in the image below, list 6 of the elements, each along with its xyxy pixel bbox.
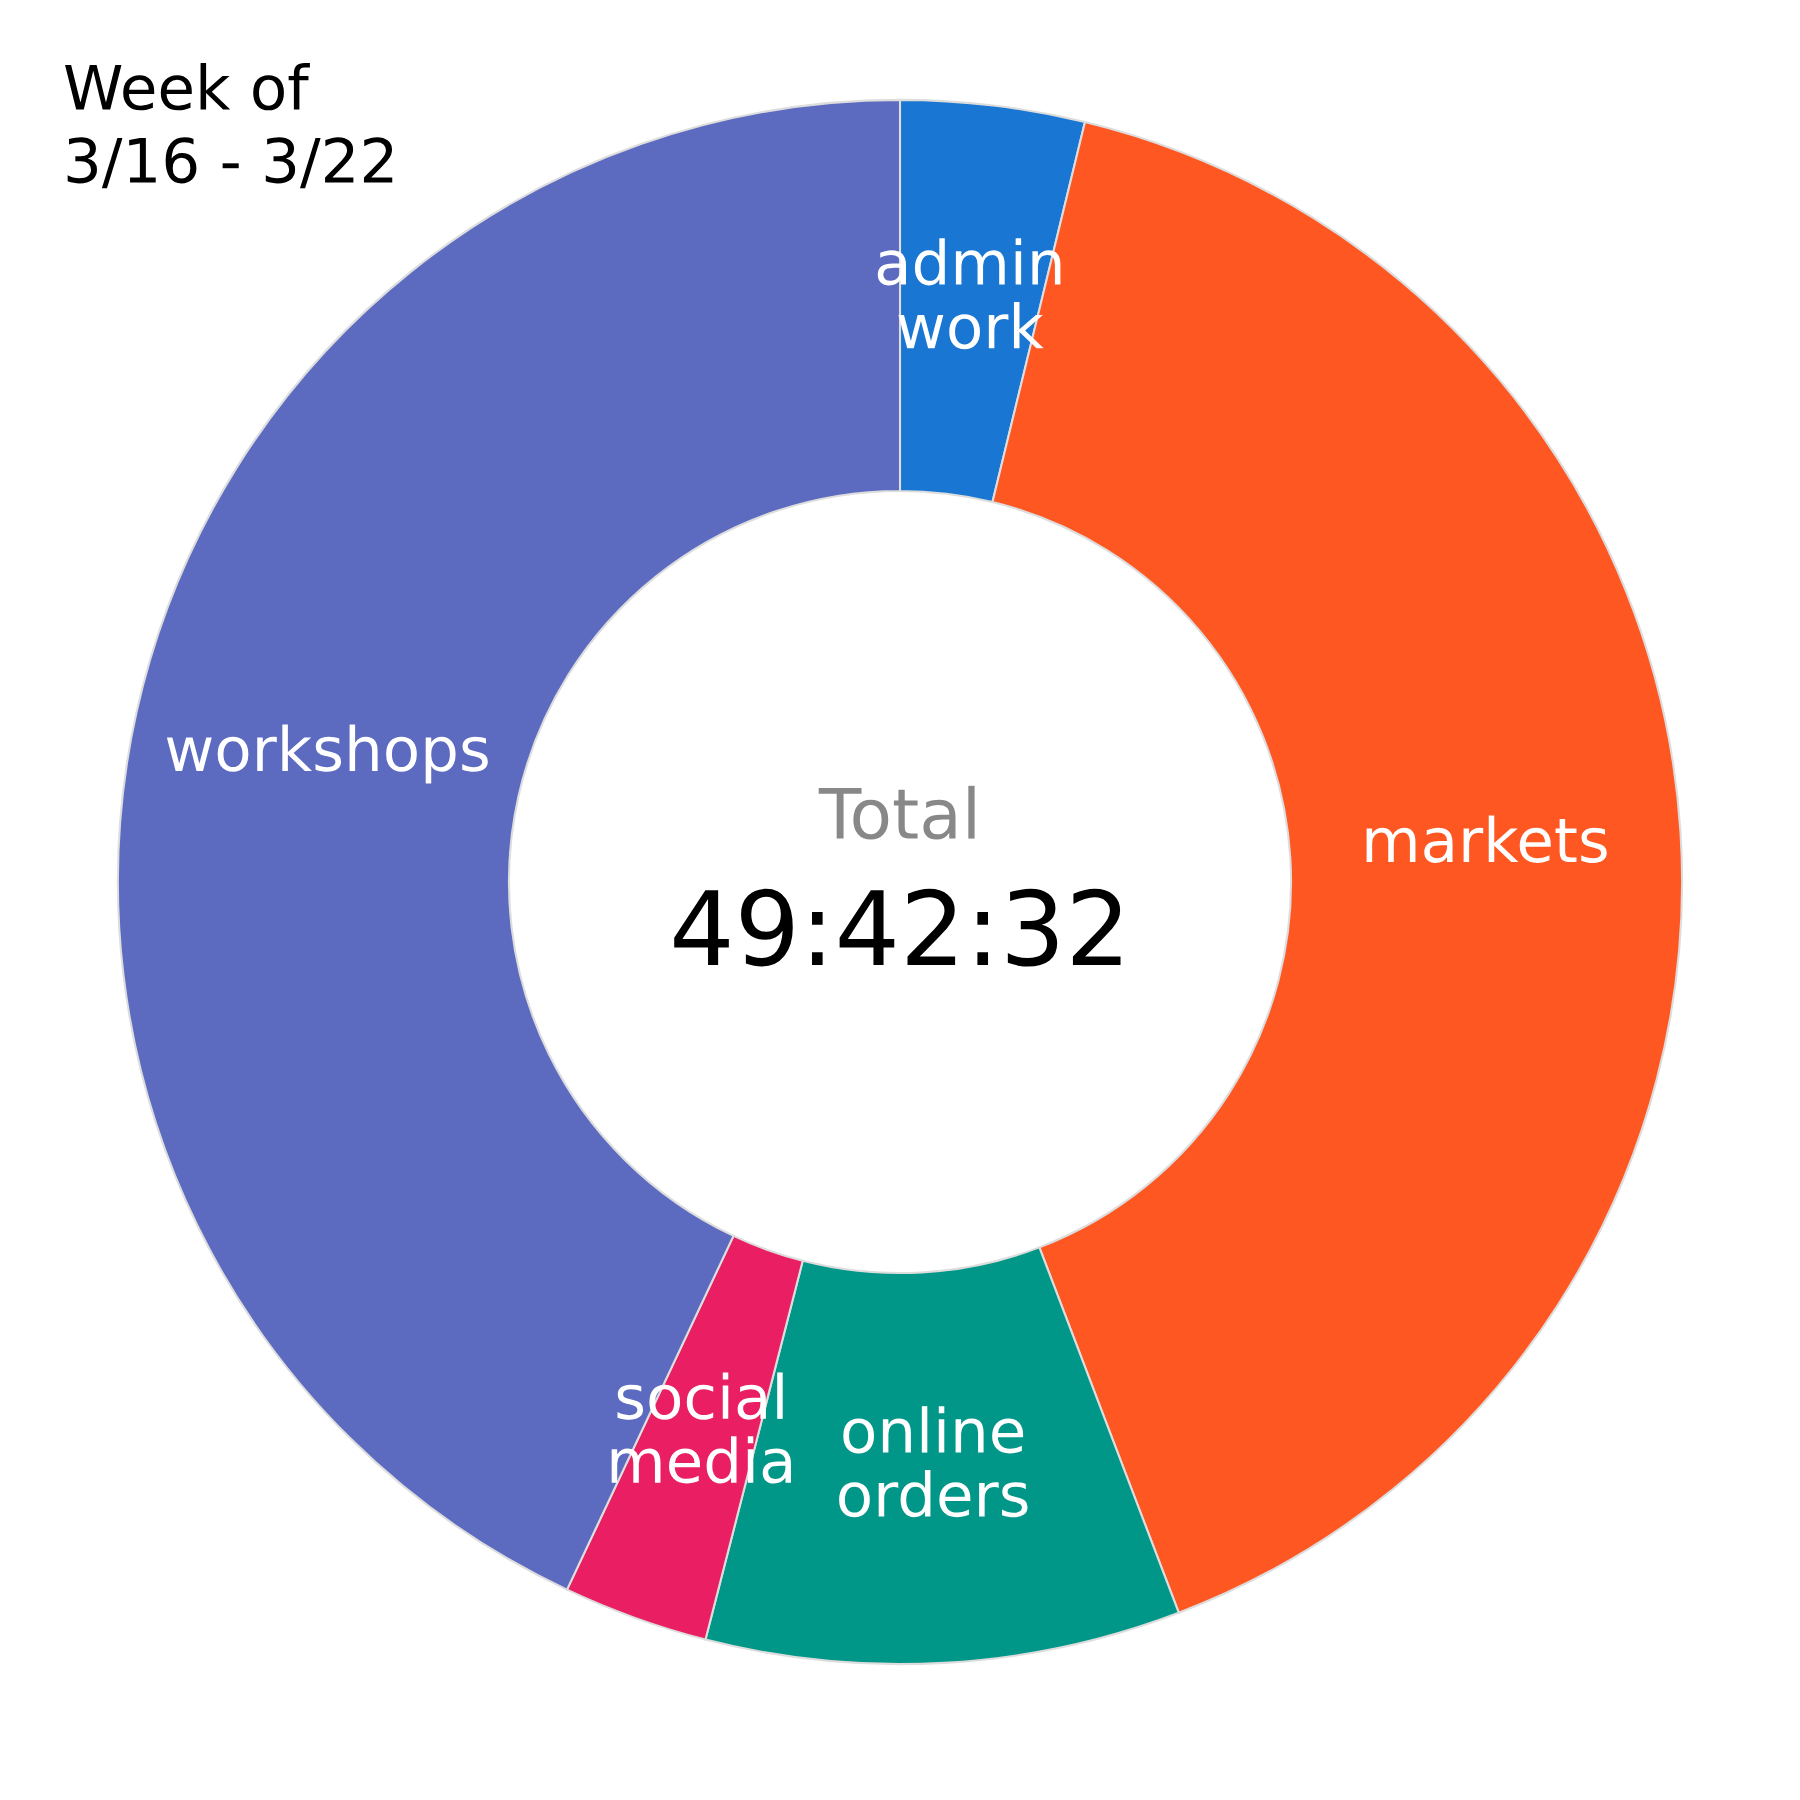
text: 49:42:32 xyxy=(674,888,1121,967)
slice-label: markets xyxy=(1366,815,1607,863)
text: Total xyxy=(818,785,975,840)
slice-label: online orders xyxy=(839,1406,1028,1518)
chart-title: Week of 3/16 - 3/22 xyxy=(65,63,393,189)
slice-label: workshops xyxy=(166,724,488,784)
